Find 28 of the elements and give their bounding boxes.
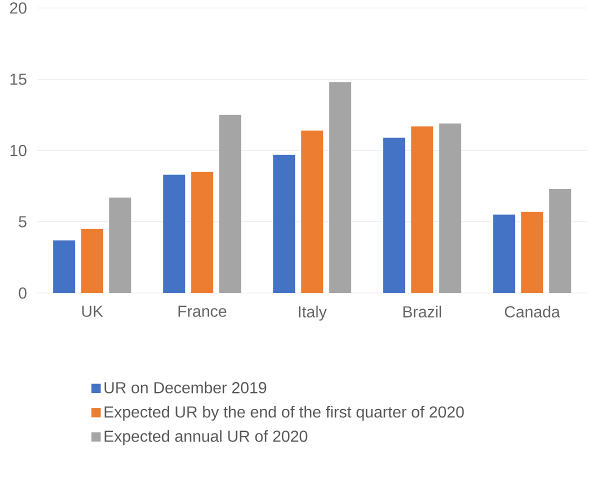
legend-label: UR on December 2019 — [104, 382, 266, 394]
x-tick-label: Italy — [298, 306, 327, 321]
bar — [411, 126, 434, 294]
bar — [109, 198, 132, 294]
bar — [53, 240, 76, 294]
y-tick-label: 15 — [10, 74, 26, 85]
bar — [163, 174, 186, 294]
legend-label: Expected UR by the end of the first quarter of 2020 — [104, 406, 464, 421]
bar — [383, 138, 406, 294]
bar — [549, 189, 572, 294]
legend-label: Expected annual UR of 2020 — [104, 430, 308, 446]
y-tick-label: 5 — [18, 216, 26, 228]
bar — [521, 212, 544, 294]
y-tick-label: 20 — [10, 2, 26, 14]
x-tick-label: France — [178, 306, 226, 317]
bar — [493, 214, 516, 294]
y-tick-label: 0 — [18, 287, 26, 299]
x-tick-label: Canada — [504, 306, 560, 318]
x-tick-label: Brazil — [403, 306, 442, 318]
bar — [301, 130, 324, 294]
bar — [219, 114, 242, 294]
x-tick-label: UK — [82, 306, 104, 317]
bar — [439, 123, 462, 294]
bar — [329, 82, 352, 294]
bar — [191, 172, 214, 294]
bar — [273, 154, 296, 294]
bar — [81, 228, 104, 294]
y-tick-label: 10 — [10, 144, 26, 156]
